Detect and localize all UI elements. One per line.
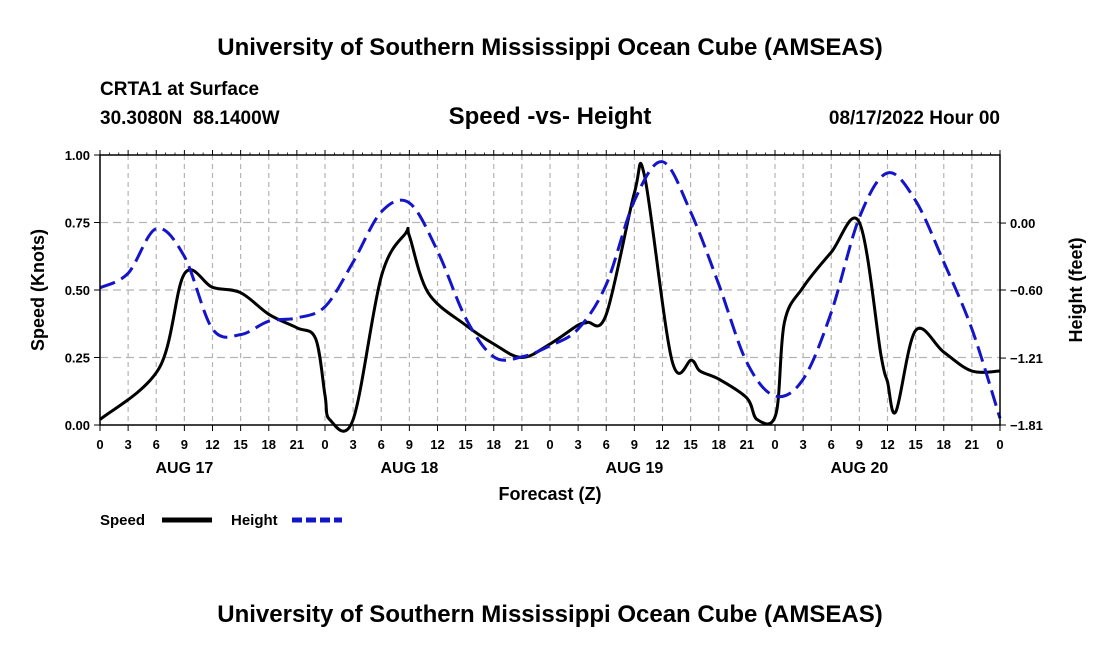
axes: 0 3 6 9 12 15 18 21 0 3 6 9 12 15 18 21 0 3 6 9 12 15 18 21 0 3 6 9… (65, 148, 1043, 477)
x-tick-label: 21 (740, 437, 754, 452)
x-tick-label: 9 (406, 437, 413, 452)
day-label: AUG 19 (605, 460, 663, 477)
y-right-tick-label: −0.60 (1010, 283, 1043, 298)
x-tick-label: 3 (800, 437, 807, 452)
forecast-date: 08/17/2022 Hour 00 (829, 108, 1000, 129)
legend: Speed Height (100, 512, 342, 529)
grid-lines (100, 155, 1000, 425)
x-tick-label: 12 (655, 437, 669, 452)
x-tick-label: 0 (771, 437, 778, 452)
x-tick-label: 6 (828, 437, 835, 452)
y-right-tick-label: 0.00 (1010, 216, 1035, 231)
y-left-tick-label: 0.25 (65, 351, 90, 366)
x-tick-label: 15 (683, 437, 697, 452)
x-tick-label: 21 (290, 437, 304, 452)
x-tick-label: 18 (712, 437, 726, 452)
x-tick-label: 12 (880, 437, 894, 452)
series-line-speed (99, 161, 1001, 433)
x-tick-label: 3 (125, 437, 132, 452)
x-tick-label: 6 (153, 437, 160, 452)
x-tick-label: 3 (350, 437, 357, 452)
x-tick-label: 6 (603, 437, 610, 452)
x-tick-label: 0 (321, 437, 328, 452)
x-tick-label: 15 (233, 437, 247, 452)
y-left-tick-label: 0.50 (65, 283, 90, 298)
legend-height-label: Height (231, 512, 278, 529)
x-tick-label: 0 (546, 437, 553, 452)
x-tick-label: 18 (487, 437, 501, 452)
y-left-tick-label: 1.00 (65, 148, 90, 163)
left-axis-title: Speed (Knots) (28, 229, 48, 351)
x-tick-label: 18 (937, 437, 951, 452)
y-left-tick-label: 0.00 (65, 418, 90, 433)
x-tick-label: 9 (631, 437, 638, 452)
x-tick-label: 15 (458, 437, 472, 452)
x-tick-label: 21 (515, 437, 529, 452)
footer-title: University of Southern Mississippi Ocean… (217, 601, 882, 628)
station-name: CRTA1 at Surface (100, 79, 259, 100)
day-label: AUG 18 (380, 460, 438, 477)
y-right-tick-label: −1.21 (1010, 351, 1043, 366)
x-tick-label: 15 (908, 437, 922, 452)
y-left-tick-label: 0.75 (65, 216, 90, 231)
x-tick-label: 18 (262, 437, 276, 452)
x-axis-title: Forecast (Z) (498, 484, 601, 504)
legend-speed-label: Speed (100, 512, 145, 529)
page-title: University of Southern Mississippi Ocean… (217, 34, 882, 61)
station-coords: 30.3080N 88.1400W (100, 108, 280, 129)
series-lines (99, 160, 1002, 433)
series-line-height (99, 160, 1002, 419)
x-tick-label: 9 (181, 437, 188, 452)
chart-title: Speed -vs- Height (449, 103, 652, 130)
x-tick-label: 12 (430, 437, 444, 452)
x-tick-label: 21 (965, 437, 979, 452)
x-tick-label: 9 (856, 437, 863, 452)
x-tick-label: 0 (996, 437, 1003, 452)
x-tick-label: 3 (575, 437, 582, 452)
day-label: AUG 20 (830, 460, 888, 477)
y-right-tick-label: −1.81 (1010, 418, 1043, 433)
right-axis-title: Height (feet) (1066, 238, 1086, 343)
day-label: AUG 17 (155, 460, 213, 477)
x-tick-label: 6 (378, 437, 385, 452)
x-tick-label: 0 (96, 437, 103, 452)
x-tick-label: 12 (205, 437, 219, 452)
